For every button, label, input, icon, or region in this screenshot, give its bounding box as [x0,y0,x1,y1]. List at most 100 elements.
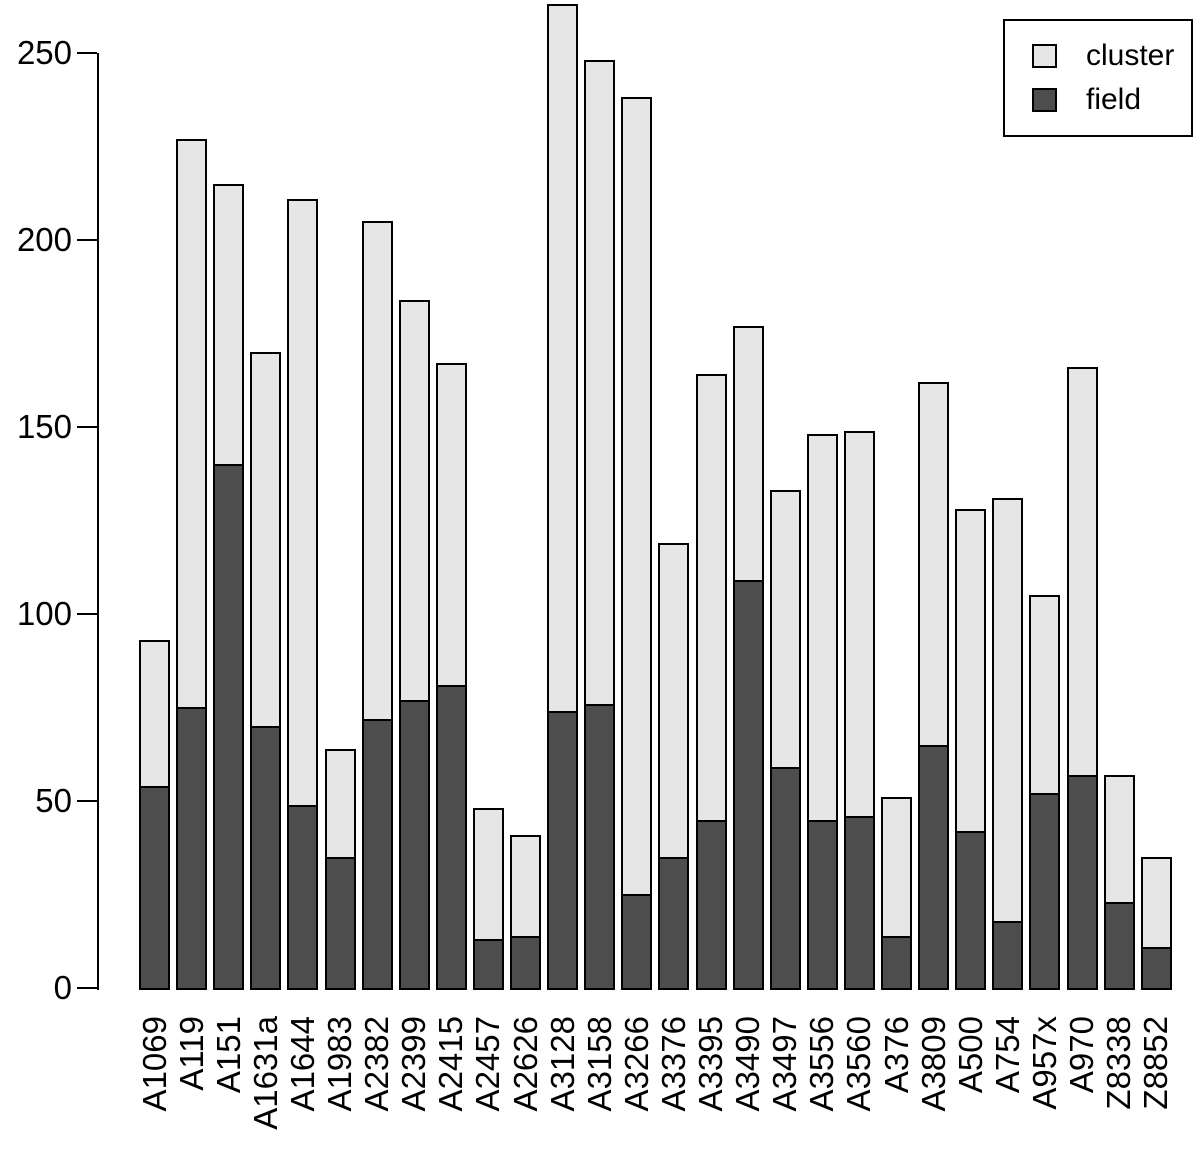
y-tick-label: 50 [35,781,72,819]
bar-segment-cluster [510,834,541,938]
bar-segment-cluster [287,198,319,807]
bar-segment-field [398,699,430,990]
x-tick-label: A3128 [543,1016,581,1112]
y-tick [77,51,97,54]
bar-segment-cluster [918,381,950,747]
bar-segment-field [472,939,504,990]
bar-segment-field [547,711,579,990]
bar-segment-field [1103,901,1135,990]
bar-segment-field [250,726,282,990]
bar-segment-cluster [881,797,912,938]
bar-segment-field [1029,793,1061,990]
bar-segment-cluster [1140,857,1172,949]
x-tick-label: A3497 [766,1016,804,1112]
legend: cluster field [1003,19,1193,137]
x-tick-label: A3266 [617,1016,655,1112]
y-tick [77,612,97,615]
x-tick-label: A1983 [321,1016,358,1112]
legend-row-field: field [1032,83,1191,117]
x-tick-label: A1069 [135,1016,173,1112]
bar-segment-cluster [732,325,764,583]
x-tick-label: Z8852 [1137,1016,1175,1110]
x-tick-label: A2415 [432,1016,470,1112]
y-tick-label: 0 [53,969,72,1006]
bar-segment-cluster [176,138,208,710]
x-tick-label: A2457 [469,1016,507,1112]
bar-segment-cluster [955,509,987,833]
x-tick-label: Z8338 [1100,1016,1138,1110]
x-tick-label: A3560 [840,1016,878,1112]
bar-segment-cluster [139,640,170,788]
bar-segment-field [584,703,616,990]
y-tick [77,799,97,802]
legend-row-cluster: cluster [1032,39,1191,73]
bar-segment-field [1066,774,1098,990]
x-tick-label: A1644 [283,1016,321,1112]
bar-segment-field [806,819,838,990]
bar-segment-cluster [843,430,875,818]
legend-label-field: field [1086,83,1142,116]
bar-segment-field [361,718,393,990]
bar-segment-cluster [398,299,430,702]
bar-segment-field [658,857,690,990]
x-tick-label: A119 [172,1016,210,1091]
bar-segment-field [732,580,764,990]
bar-segment-cluster [695,374,727,822]
y-axis-line [97,52,99,990]
y-tick-label: 200 [16,220,72,258]
x-tick-label: A970 [1063,1016,1100,1094]
y-tick [77,987,97,989]
bar-segment-cluster [992,497,1024,923]
bar-segment-cluster [1029,595,1061,796]
x-tick-label: A1631a [246,1016,284,1130]
x-tick-label: A957x [1025,1016,1063,1110]
bar-segment-cluster [621,97,653,897]
bar-segment-cluster [1103,774,1135,904]
x-tick-label: A2399 [395,1016,433,1112]
x-tick-label: A754 [988,1016,1026,1094]
y-tick-label: 100 [16,594,72,632]
bar-segment-field [139,785,170,990]
bar-segment-cluster [472,808,504,942]
bar-segment-field [843,815,875,990]
bar-segment-field [176,707,208,990]
bar-segment-field [435,684,467,990]
legend-label-cluster: cluster [1086,39,1175,72]
bar-segment-field [992,920,1024,990]
bar-segment-field [918,744,950,990]
bar-segment-field [621,894,653,990]
bar-segment-cluster [806,434,838,822]
bar-segment-cluster [250,351,282,729]
bar-segment-cluster [435,363,467,687]
bar-segment-cluster [324,748,356,860]
bar-segment-field [769,767,801,990]
x-tick-label: A3809 [914,1016,952,1112]
x-tick-label: A3490 [729,1016,767,1112]
y-tick [77,425,97,428]
bar-segment-cluster [584,60,616,706]
x-tick-label: A500 [951,1016,989,1094]
bar-segment-field [955,830,987,990]
bar-segment-field [510,935,541,990]
bar-segment-field [695,819,727,990]
x-tick-label: A151 [209,1016,247,1094]
y-tick [77,238,97,241]
x-tick-label: A2382 [358,1016,396,1112]
x-tick-label: A376 [877,1016,915,1094]
bar-segment-field [881,935,912,990]
x-tick-label: A2626 [506,1016,544,1112]
x-tick-label: A3395 [692,1016,729,1112]
y-tick-label: 250 [16,33,72,71]
x-tick-label: A3556 [803,1016,841,1112]
bar-segment-cluster [547,3,579,714]
bar-segment-cluster [769,490,801,770]
bar-segment-cluster [361,220,393,721]
bar-segment-field [1140,946,1172,990]
x-tick-label: A3158 [580,1016,618,1112]
bar-segment-field [324,857,356,990]
y-tick-label: 150 [16,407,72,445]
bar-segment-cluster [213,183,245,467]
x-tick-label: A3376 [654,1016,692,1112]
field-swatch-icon [1032,88,1057,112]
